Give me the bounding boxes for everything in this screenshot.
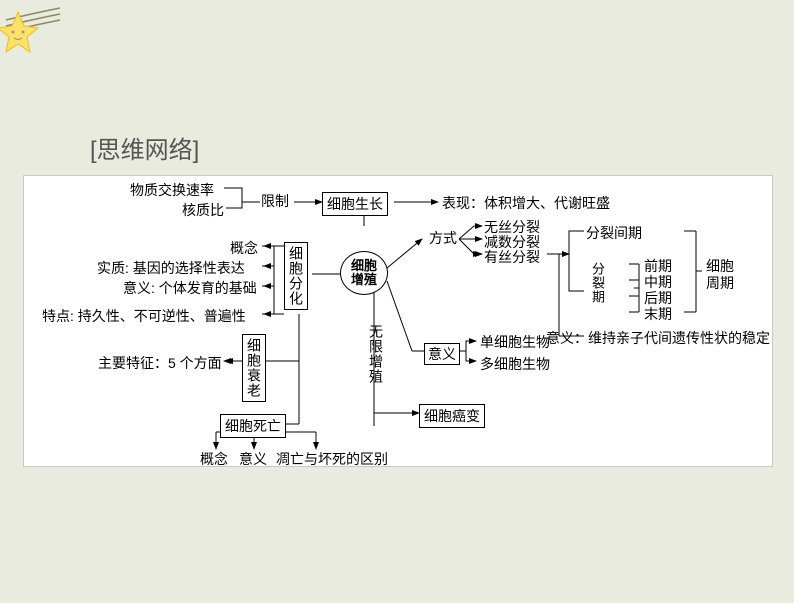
node-death: 细胞死亡 xyxy=(220,414,286,438)
lbl-split-period: 分裂期 xyxy=(588,262,607,304)
page-title: [思维网络] xyxy=(90,130,199,165)
node-growth: 细胞生长 xyxy=(322,192,388,216)
lbl-inherit: 意义：维持亲子代间遗传性状的稳定 xyxy=(546,328,770,348)
lbl-growth-expr: 表现：体积增大、代谢旺盛 xyxy=(442,193,610,213)
lbl-meaning-dev: 意义: 个体发育的基础 xyxy=(123,278,257,298)
lbl-interphase: 分裂间期 xyxy=(586,223,642,243)
lbl-sig: 意义 xyxy=(424,343,460,365)
lbl-death-c: 概念 xyxy=(200,449,228,469)
lbl-mo: 末期 xyxy=(644,304,672,324)
lbl-concept: 概念 xyxy=(230,238,258,258)
lbl-way: 方式 xyxy=(429,228,457,248)
lbl-single: 单细胞生物 xyxy=(480,332,550,352)
diagram-canvas: 细胞生长 细胞分化 细胞衰老 细胞死亡 细胞癌变 细胞增殖 物质交换速率 核质比… xyxy=(23,175,773,467)
star-decoration xyxy=(0,0,62,54)
lbl-cycle: 细胞周期 xyxy=(706,258,734,292)
lbl-unlimited: 无限增殖 xyxy=(366,324,386,384)
node-diff: 细胞分化 xyxy=(284,242,308,310)
lbl-limit: 限制 xyxy=(261,191,289,211)
lbl-feature-diff: 特点: 持久性、不可逆性、普遍性 xyxy=(42,306,246,326)
node-cancer: 细胞癌变 xyxy=(419,404,485,428)
node-center: 细胞增殖 xyxy=(340,251,388,295)
lbl-ratio: 核质比 xyxy=(182,200,224,220)
lbl-yousi: 有丝分裂 xyxy=(484,247,540,267)
lbl-aging-feat: 主要特征：5 个方面 xyxy=(98,353,222,373)
lbl-essence: 实质: 基因的选择性表达 xyxy=(97,258,245,278)
node-aging: 细胞衰老 xyxy=(242,334,266,402)
lbl-death-diff: 凋亡与坏死的区别 xyxy=(276,449,388,469)
lbl-exchange: 物质交换速率 xyxy=(130,180,214,200)
lbl-multi: 多细胞生物 xyxy=(480,354,550,374)
lbl-death-m: 意义 xyxy=(239,449,267,469)
